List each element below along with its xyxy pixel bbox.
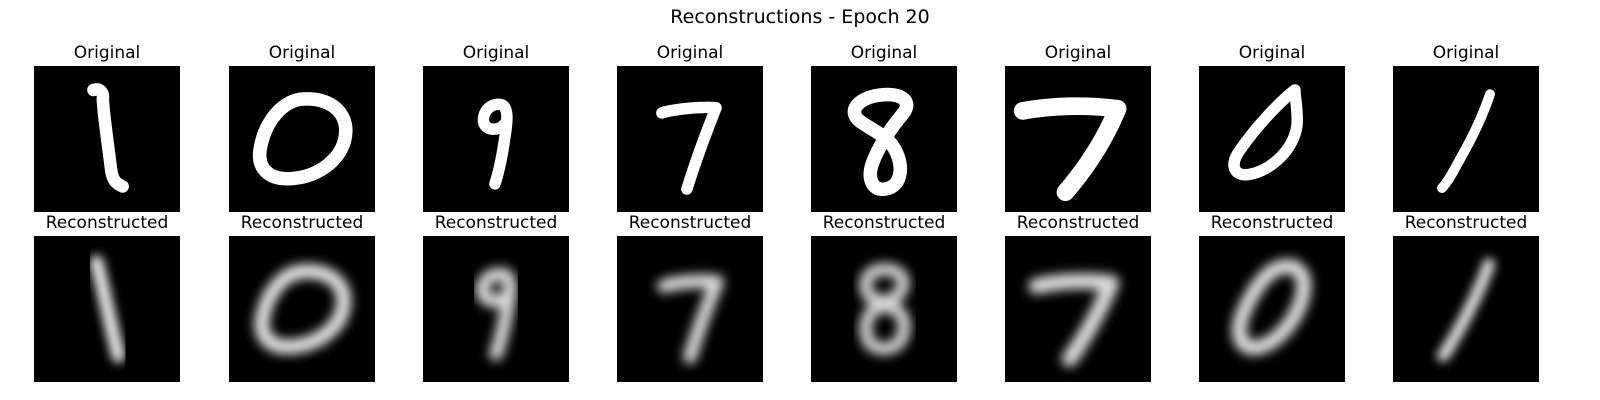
panel-title: Reconstructed bbox=[434, 213, 558, 233]
digit-image-original-1 bbox=[34, 66, 180, 212]
digit-image-original-3 bbox=[423, 66, 569, 212]
panel-title: Original bbox=[656, 43, 724, 63]
digit-image-reconstructed-5 bbox=[811, 236, 957, 382]
panel-title: Original bbox=[462, 43, 530, 63]
digit-image-original-4 bbox=[617, 66, 763, 212]
digit-image-original-6 bbox=[1005, 66, 1151, 212]
digit-image-reconstructed-7 bbox=[1199, 236, 1345, 382]
panel-title: Original bbox=[1044, 43, 1112, 63]
panel-title: Reconstructed bbox=[1404, 213, 1528, 233]
digit-image-reconstructed-2 bbox=[229, 236, 375, 382]
panel-title: Reconstructed bbox=[1210, 213, 1334, 233]
digit-image-reconstructed-1 bbox=[34, 236, 180, 382]
digit-image-original-8 bbox=[1393, 66, 1539, 212]
digit-image-original-2 bbox=[229, 66, 375, 212]
digit-image-reconstructed-8 bbox=[1393, 236, 1539, 382]
panel-title: Reconstructed bbox=[1016, 213, 1140, 233]
panel-title: Reconstructed bbox=[240, 213, 364, 233]
panel-title: Original bbox=[268, 43, 336, 63]
panel-title: Reconstructed bbox=[628, 213, 752, 233]
panel-title: Reconstructed bbox=[822, 213, 946, 233]
panel-title: Original bbox=[850, 43, 918, 63]
panel-title: Original bbox=[73, 43, 141, 63]
digit-image-original-7 bbox=[1199, 66, 1345, 212]
digit-image-reconstructed-4 bbox=[617, 236, 763, 382]
digit-image-reconstructed-6 bbox=[1005, 236, 1151, 382]
digit-image-reconstructed-3 bbox=[423, 236, 569, 382]
figure-title: Reconstructions - Epoch 20 bbox=[670, 6, 930, 28]
panel-title: Reconstructed bbox=[45, 213, 169, 233]
digit-image-original-5 bbox=[811, 66, 957, 212]
panel-title: Original bbox=[1238, 43, 1306, 63]
panel-title: Original bbox=[1432, 43, 1500, 63]
